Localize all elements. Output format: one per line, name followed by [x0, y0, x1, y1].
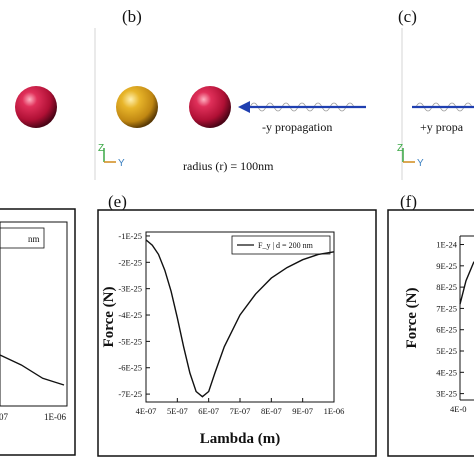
y-tick-label-f: 7E-25: [436, 303, 457, 313]
x-tick-label-e: 1E-06: [324, 406, 345, 416]
panel-d-xtick: 1E-06: [44, 412, 66, 422]
y-tick-label-f: 5E-25: [436, 346, 457, 356]
x-tick-label-e: 7E-07: [230, 406, 251, 416]
panel-d-plot-area: [0, 221, 68, 407]
y-axis-label-e: Force (N): [101, 287, 117, 348]
y-tick-label-e: -7E-25: [118, 389, 142, 399]
x-tick-label-e: 9E-07: [292, 406, 313, 416]
panel-d-legend: [0, 227, 45, 249]
panel-d-legend-text: nm: [28, 234, 40, 244]
red-sphere-b: [189, 86, 231, 128]
panel-f: (f) 1E-24 9E-25 8E-25 7E-25 6E-25 5E-25 4E-25 3…: [387, 192, 474, 457]
x-tick-label-f: 4E-0: [450, 404, 467, 414]
plot-area-e: [145, 231, 335, 403]
chart-f: 1E-24 9E-25 8E-25 7E-25 6E-25 5E-25 4E-25 3E-25…: [404, 235, 474, 414]
y-tick-label-e: -5E-25: [118, 336, 142, 346]
x-tick-label-e: 5E-07: [167, 406, 188, 416]
panel-d: nm -07 1E-06: [0, 208, 76, 456]
y-tick-label-f: 3E-25: [436, 389, 457, 399]
wave-b: [249, 102, 355, 112]
y-tick-label-e: -6E-25: [118, 363, 142, 373]
panel-label-b: (b): [122, 7, 142, 26]
radius-caption: radius (r) = 100nm: [183, 159, 274, 173]
legend-box-e: [231, 235, 331, 255]
series-line-f: [459, 261, 474, 305]
panel-d-curve: [0, 354, 65, 386]
y-tick-label-f: 8E-25: [436, 282, 457, 292]
y-axis-label-f: Force (N): [404, 288, 420, 349]
triad-y-label-c: Y: [417, 158, 424, 169]
panel-e: (e) -1E-25 -2E-25 -3E-25 -4E-25 -5E-25 -6E-25…: [97, 192, 377, 457]
y-tick-label-e: -1E-25: [118, 231, 142, 241]
triad-z-label: Z: [98, 143, 104, 154]
x-tick-label-e: 4E-07: [136, 406, 157, 416]
y-tick-label-e: -4E-25: [118, 310, 142, 320]
panel-d-frame: [0, 208, 76, 456]
top-row: (b) -y propagation Z Y radius (r) = 100n…: [15, 7, 474, 180]
y-tick-label-f: 6E-25: [436, 325, 457, 335]
red-sphere-a: [15, 86, 57, 128]
wave-c: [415, 102, 473, 112]
legend-label-e: F_y | d = 200 nm: [258, 241, 314, 250]
y-tick-label-e: -3E-25: [118, 284, 142, 294]
gold-sphere: [116, 86, 158, 128]
panel-f-frame: [387, 209, 474, 457]
axes-triad-b: Z Y: [98, 143, 125, 169]
panel-d-xtick: -07: [0, 412, 8, 422]
chart-e: -1E-25 -2E-25 -3E-25 -4E-25 -5E-25 -6E-25 -7E-…: [101, 231, 344, 447]
panel-label-f: (f): [400, 192, 417, 211]
panel-e-frame: [97, 209, 377, 457]
panel-label-c: (c): [398, 7, 417, 26]
triad-z-label-c: Z: [397, 143, 403, 154]
x-tick-label-e: 8E-07: [261, 406, 282, 416]
y-tick-label-e: -2E-25: [118, 257, 142, 267]
panel-label-e: (e): [108, 192, 127, 211]
y-tick-label-f: 4E-25: [436, 367, 457, 377]
axes-triad-c: Z Y: [397, 143, 424, 169]
triad-y-label: Y: [118, 158, 125, 169]
y-tick-label-f: 9E-25: [436, 261, 457, 271]
y-tick-label-f: 1E-24: [436, 240, 458, 250]
propagation-label-b: -y propagation: [262, 120, 332, 134]
x-tick-label-e: 6E-07: [198, 406, 219, 416]
x-axis-label-e: Lambda (m): [200, 431, 280, 447]
propagation-label-c: +y propa: [420, 120, 464, 134]
series-line-e: [145, 239, 335, 398]
arrowhead-icon: [238, 101, 250, 113]
